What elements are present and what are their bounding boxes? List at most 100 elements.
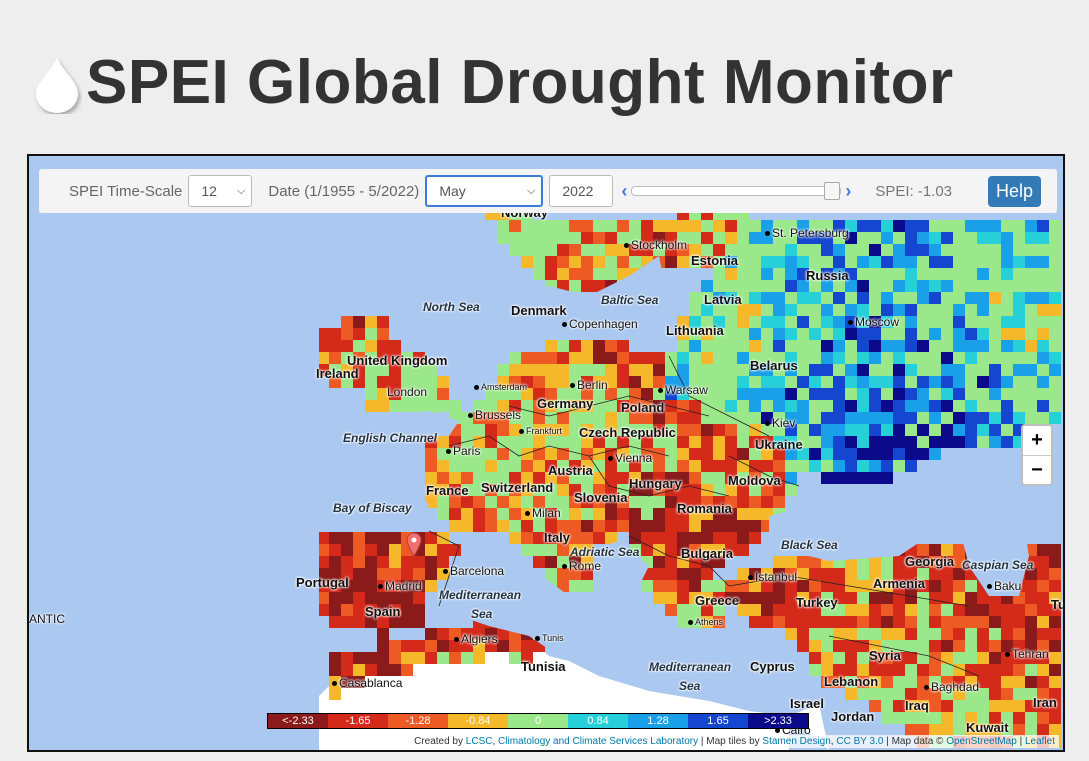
spei-cell: [725, 376, 737, 388]
spei-cell: [749, 460, 761, 472]
spei-cell: [917, 376, 929, 388]
spei-cell: [725, 220, 737, 232]
spei-cell: [857, 244, 869, 256]
spei-cell: [677, 364, 689, 376]
spei-cell: [893, 304, 905, 316]
spei-cell: [713, 388, 725, 400]
spei-cell: [1001, 724, 1013, 736]
spei-cell: [629, 424, 641, 436]
spei-cell: [941, 700, 953, 712]
map-container[interactable]: Norway Stockholm St. Petersburg Estonia …: [27, 154, 1065, 752]
spei-cell: [1001, 388, 1013, 400]
timescale-select[interactable]: 12 ⌵: [188, 175, 253, 207]
spei-cell: [941, 616, 953, 628]
spei-cell: [941, 712, 953, 724]
label-hungary: Hungary: [629, 476, 682, 491]
spei-cell: [833, 460, 845, 472]
spei-cell: [545, 244, 557, 256]
spei-cell: [545, 460, 557, 472]
adriatic-sea: [589, 541, 649, 586]
spei-cell: [965, 304, 977, 316]
zoom-in-button[interactable]: +: [1031, 429, 1043, 451]
spei-cell: [1037, 664, 1049, 676]
chevron-left-icon[interactable]: ‹: [621, 180, 628, 201]
spei-cell: [833, 280, 845, 292]
spei-cell: [689, 604, 701, 616]
spei-cell: [545, 520, 557, 532]
osm-link[interactable]: OpenStreetMap: [946, 736, 1017, 747]
spei-cell: [437, 376, 449, 388]
spei-cell: [689, 532, 701, 544]
spei-cell: [977, 304, 989, 316]
spei-cell: [1049, 328, 1061, 340]
spei-cell: [713, 256, 725, 268]
spei-cell: [365, 376, 377, 388]
slider-handle[interactable]: [824, 182, 841, 200]
label-czech-republic: Czech Republic: [579, 425, 676, 440]
spei-cell: [329, 616, 341, 628]
spei-cell: [1037, 244, 1049, 256]
spei-cell: [761, 376, 773, 388]
spei-cell: [581, 232, 593, 244]
label-english-channel: English Channel: [343, 431, 438, 445]
spei-map[interactable]: [29, 156, 1063, 750]
date-slider[interactable]: [631, 182, 842, 200]
spei-cell: [701, 472, 713, 484]
spei-cell: [881, 592, 893, 604]
spei-cell: [1049, 688, 1061, 700]
spei-cell: [509, 244, 521, 256]
spei-cell: [1025, 292, 1037, 304]
spei-cell: [1025, 592, 1037, 604]
month-select[interactable]: May ⌵: [425, 175, 544, 207]
spei-cell: [761, 448, 773, 460]
legend-item: -0.84: [448, 714, 508, 728]
map-marker-icon[interactable]: [406, 532, 422, 558]
spei-cell: [1049, 352, 1061, 364]
spei-cell: [893, 232, 905, 244]
spei-cell: [317, 568, 329, 580]
spei-cell: [725, 352, 737, 364]
spei-cell: [905, 256, 917, 268]
help-button[interactable]: Help: [987, 176, 1041, 207]
spei-cell: [905, 724, 917, 736]
spei-cell: [893, 448, 905, 460]
spei-cell: [977, 688, 989, 700]
spei-cell: [917, 316, 929, 328]
spei-cell: [1037, 616, 1049, 628]
cc-link[interactable]: CC BY 3.0: [836, 736, 884, 747]
spei-cell: [425, 556, 437, 568]
spei-cell: [665, 568, 677, 580]
spei-cell: [821, 568, 833, 580]
spei-cell: [665, 364, 677, 376]
spei-cell: [401, 604, 413, 616]
spei-cell: [857, 556, 869, 568]
spei-cell: [713, 436, 725, 448]
spei-cell: [1001, 328, 1013, 340]
spei-cell: [821, 304, 833, 316]
year-input[interactable]: 2022: [549, 175, 614, 207]
lab-link[interactable]: Climatology and Climate Services Laborat…: [498, 736, 699, 747]
spei-cell: [521, 448, 533, 460]
spei-cell: [497, 496, 509, 508]
spei-cell: [713, 340, 725, 352]
spei-cell: [953, 604, 965, 616]
leaflet-link[interactable]: Leaflet: [1024, 736, 1055, 747]
spei-cell: [833, 580, 845, 592]
spei-cell: [605, 508, 617, 520]
spei-cell: [893, 688, 905, 700]
spei-cell: [893, 424, 905, 436]
spei-cell: [557, 580, 569, 592]
spei-cell: [569, 508, 581, 520]
spei-cell: [893, 292, 905, 304]
spei-cell: [725, 412, 737, 424]
spei-cell: [917, 268, 929, 280]
chevron-right-icon[interactable]: ›: [845, 180, 852, 201]
spei-cell: [893, 676, 905, 688]
spei-cell: [1025, 628, 1037, 640]
stamen-link[interactable]: Stamen Design: [762, 736, 831, 747]
spei-cell: [713, 304, 725, 316]
spei-cell: [449, 400, 461, 412]
zoom-out-button[interactable]: −: [1023, 455, 1051, 485]
lcsc-link[interactable]: LCSC: [465, 736, 493, 747]
spei-cell: [653, 448, 665, 460]
